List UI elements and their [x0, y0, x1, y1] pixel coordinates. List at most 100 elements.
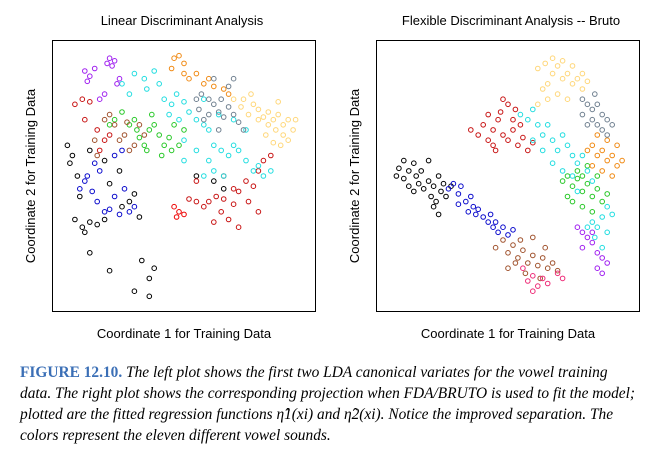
data-point-class-6	[176, 52, 182, 59]
data-point-class-2	[77, 186, 83, 192]
data-point-class-8	[594, 224, 601, 230]
data-point-class-6	[594, 250, 601, 256]
data-point-class-7	[574, 168, 581, 174]
data-point-class-7	[275, 111, 281, 118]
data-point-class-3	[500, 132, 506, 138]
data-point-class-1	[87, 147, 93, 154]
data-point-class-8	[215, 109, 222, 115]
data-point-class-5	[255, 163, 262, 169]
data-point-class-3	[230, 186, 237, 192]
data-point-class-6	[206, 75, 212, 82]
data-point-class-8	[525, 116, 531, 123]
data-point-class-3	[480, 122, 486, 128]
data-point-class-8	[574, 188, 581, 195]
data-point-class-11	[584, 101, 591, 108]
data-point-class-7	[280, 122, 286, 128]
data-point-class-2	[492, 219, 499, 225]
data-point-class-1	[435, 173, 442, 179]
data-point-class-2	[475, 206, 481, 213]
data-point-class-1	[435, 211, 442, 218]
data-point-class-2	[480, 214, 486, 220]
data-point-class-4	[141, 142, 148, 149]
data-point-class-7	[260, 114, 267, 120]
data-point-class-10	[569, 63, 576, 69]
data-point-class-4	[176, 142, 182, 149]
fda-bruto-scatter-plot	[376, 40, 640, 312]
data-point-class-4	[171, 122, 177, 128]
data-point-class-3	[193, 178, 200, 184]
data-point-class-4	[522, 270, 529, 277]
data-point-class-3	[186, 196, 192, 202]
data-point-class-7	[579, 188, 586, 195]
data-point-class-1	[425, 178, 432, 184]
data-point-class-7	[594, 173, 601, 179]
data-point-class-5	[230, 116, 237, 123]
data-point-class-4	[515, 255, 521, 261]
data-point-class-9	[91, 65, 98, 72]
data-point-class-8	[215, 127, 222, 133]
data-point-class-4	[512, 260, 519, 266]
data-point-class-1	[425, 157, 432, 164]
data-point-class-1	[413, 173, 420, 179]
data-point-class-6	[594, 265, 601, 271]
data-point-class-2	[91, 160, 98, 166]
data-point-class-11	[609, 122, 615, 128]
data-point-class-4	[119, 109, 125, 115]
data-point-class-2	[131, 203, 138, 210]
left-x-axis-label: Coordinate 1 for Training Data	[96, 326, 272, 341]
data-point-class-8	[240, 127, 247, 133]
data-point-class-8	[198, 91, 205, 97]
data-point-class-5	[206, 127, 212, 133]
data-point-class-8	[599, 244, 605, 251]
data-point-class-1	[64, 142, 71, 149]
data-point-class-10	[126, 147, 133, 154]
data-point-class-7	[584, 163, 591, 169]
data-point-class-9	[604, 137, 610, 143]
data-point-class-3	[193, 198, 200, 205]
data-point-class-9	[104, 60, 110, 67]
data-point-class-6	[193, 70, 200, 77]
data-point-class-5	[530, 288, 536, 294]
data-point-class-4	[151, 122, 157, 128]
data-point-class-1	[119, 203, 125, 210]
data-point-class-6	[181, 60, 187, 67]
data-point-class-5	[225, 152, 232, 159]
data-point-class-5	[211, 168, 217, 174]
data-point-class-7	[280, 132, 286, 138]
data-point-class-6	[589, 239, 596, 246]
data-point-class-5	[201, 122, 207, 128]
data-point-class-8	[592, 234, 598, 241]
data-point-class-5	[168, 101, 175, 108]
data-point-class-3	[220, 196, 227, 202]
data-point-class-1	[220, 186, 227, 192]
data-point-class-7	[250, 101, 257, 108]
data-point-class-5	[554, 270, 561, 277]
data-point-class-10	[564, 70, 571, 77]
data-point-class-1	[131, 288, 138, 294]
data-point-class-11	[589, 106, 596, 113]
data-point-class-3	[468, 127, 474, 133]
data-point-class-4	[111, 116, 118, 123]
data-point-class-11	[579, 111, 586, 118]
data-point-class-5	[151, 68, 157, 74]
data-point-class-9	[589, 142, 596, 149]
data-point-class-4	[149, 111, 155, 118]
data-point-class-6	[579, 244, 586, 251]
data-point-class-8	[206, 96, 212, 103]
data-point-class-1	[401, 157, 407, 164]
data-point-class-4	[492, 244, 499, 251]
data-point-class-1	[139, 257, 145, 264]
data-point-class-3	[475, 132, 481, 138]
data-point-class-6	[186, 75, 192, 82]
data-point-class-8	[559, 132, 566, 138]
data-point-class-2	[470, 203, 477, 210]
left-y-axis-label: Coordinate 2 for Training Data	[23, 88, 38, 264]
data-point-class-2	[82, 178, 88, 184]
data-point-class-8	[539, 147, 546, 154]
data-point-class-8	[579, 152, 586, 159]
data-point-class-7	[579, 203, 586, 210]
data-point-class-6	[211, 83, 217, 90]
data-point-class-8	[599, 214, 605, 220]
data-point-class-6	[599, 255, 605, 261]
data-point-class-7	[230, 96, 237, 103]
